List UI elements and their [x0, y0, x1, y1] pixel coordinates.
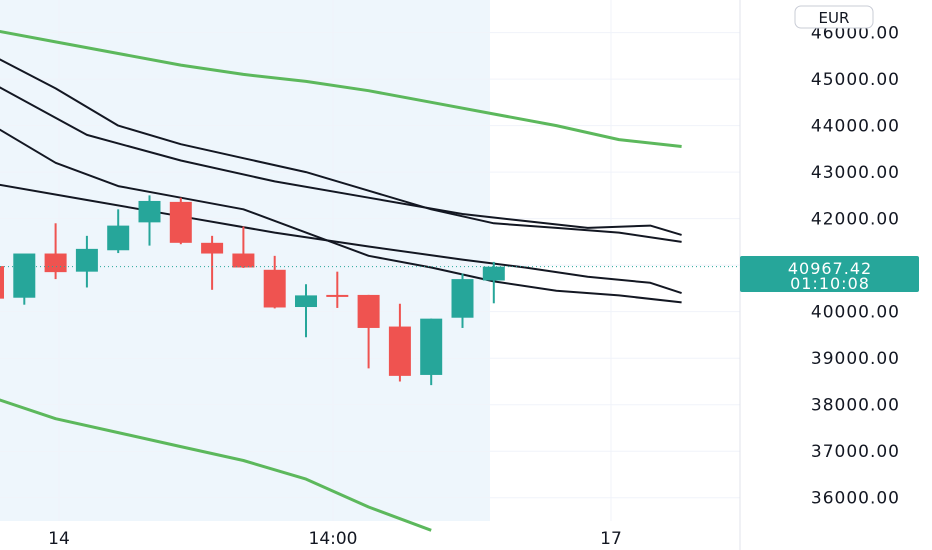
candle-body	[0, 266, 4, 299]
candle-body	[44, 253, 67, 273]
moving-average-line	[0, 58, 682, 243]
candle-body	[201, 242, 224, 254]
y-tick-label: 44000.00	[811, 117, 900, 137]
candle[interactable]	[13, 253, 36, 305]
y-tick-label: 39000.00	[811, 349, 900, 369]
candle[interactable]	[107, 209, 130, 254]
band-line	[0, 398, 432, 532]
candle[interactable]	[138, 195, 161, 246]
candle-body	[451, 279, 474, 318]
band-line	[0, 29, 682, 148]
candle-body	[420, 318, 443, 375]
y-tick-label: 38000.00	[811, 396, 900, 416]
y-tick-label: 45000.00	[811, 70, 900, 90]
x-tick-label: 14:00	[309, 529, 358, 549]
candle-body	[388, 326, 411, 376]
candle-body	[169, 201, 192, 243]
moving-average-line	[0, 183, 682, 295]
currency-button[interactable]: EUR	[794, 5, 874, 29]
x-tick-label: 14	[48, 529, 70, 549]
candle-body	[13, 253, 36, 298]
candle[interactable]	[451, 273, 474, 328]
candle[interactable]	[420, 318, 443, 386]
y-tick-label: 46000.00	[811, 24, 900, 44]
candle[interactable]	[75, 235, 98, 288]
moving-average-line	[0, 128, 682, 304]
candle-body	[138, 200, 161, 223]
candle[interactable]	[232, 226, 255, 268]
candle[interactable]	[357, 294, 380, 369]
candle[interactable]	[326, 271, 349, 308]
last-price-label: 40967.42	[788, 259, 872, 278]
currency-label: EUR	[819, 9, 850, 27]
candle[interactable]	[169, 197, 192, 245]
moving-average-line	[0, 86, 682, 236]
candle-body	[326, 294, 349, 297]
candles[interactable]	[0, 195, 505, 386]
candle[interactable]	[263, 255, 286, 309]
candle[interactable]	[295, 284, 317, 338]
candle[interactable]	[482, 261, 505, 304]
y-tick-label: 40000.00	[811, 303, 900, 323]
candle-body	[75, 248, 98, 272]
candle[interactable]	[0, 251, 4, 300]
grid-lines	[0, 0, 740, 521]
candle-body	[295, 295, 317, 308]
x-tick-label: 17	[600, 529, 622, 549]
price-badge: 40967.42 01:10:08	[740, 256, 919, 293]
candle[interactable]	[44, 223, 67, 280]
y-tick-label: 37000.00	[811, 442, 900, 462]
y-tick-label: 36000.00	[811, 489, 900, 509]
candle-body	[107, 225, 130, 251]
countdown-label: 01:10:08	[790, 274, 870, 293]
candle[interactable]	[201, 235, 224, 290]
candle-body	[482, 266, 505, 281]
candle-body	[232, 253, 255, 268]
y-tick-label: 42000.00	[811, 210, 900, 230]
y-tick-label: 43000.00	[811, 163, 900, 183]
time-axis[interactable]: 14 14:00 17	[48, 529, 622, 549]
candle-body	[263, 269, 286, 308]
candle-body	[357, 294, 380, 328]
candle[interactable]	[388, 303, 411, 382]
indicator-lines	[0, 29, 682, 532]
